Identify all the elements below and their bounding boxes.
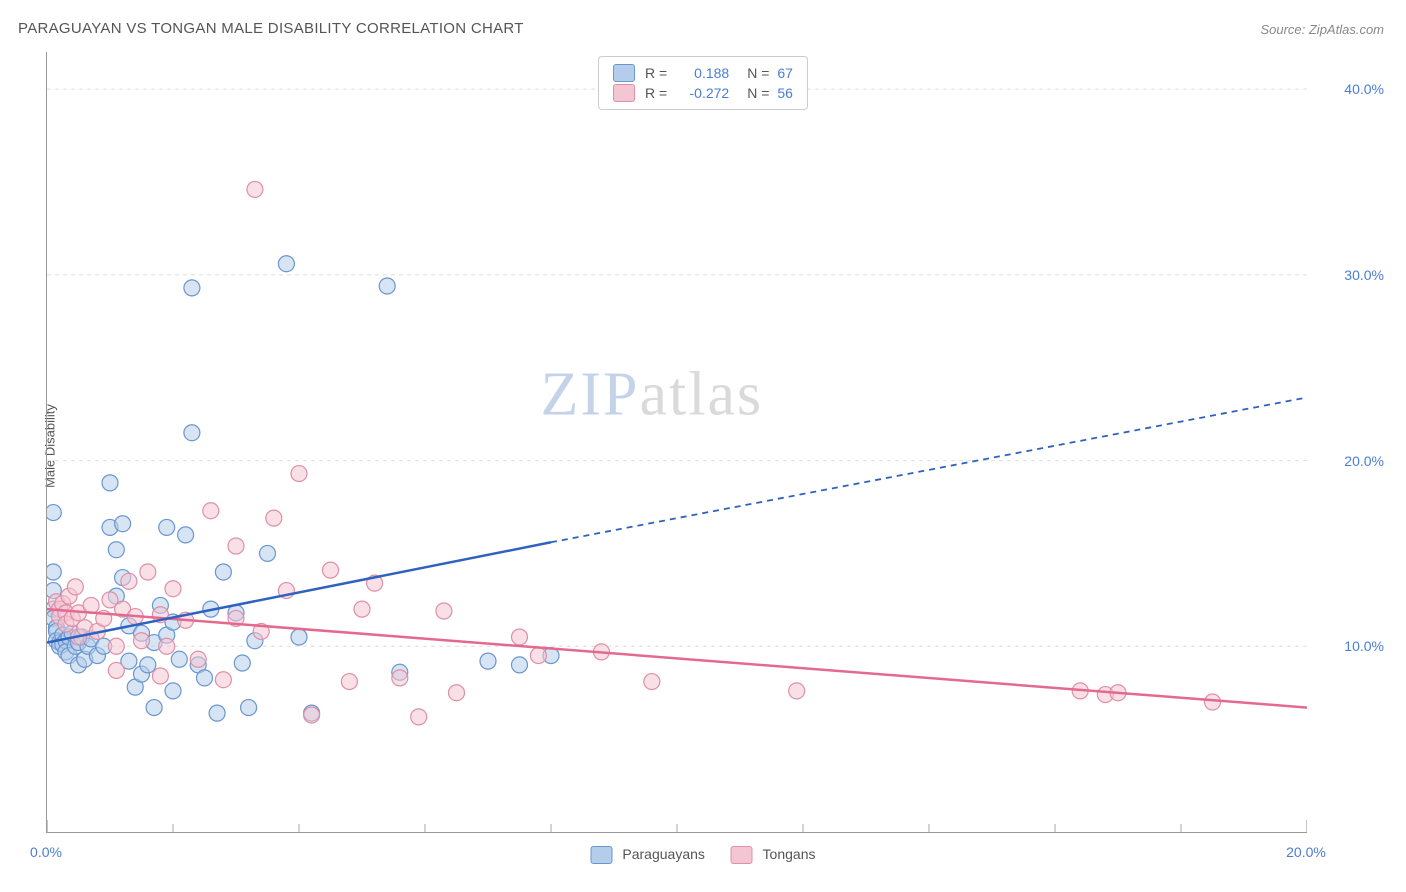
plot-area: ZIPatlas: [46, 52, 1307, 833]
legend-row-tongans: R = -0.272 N = 56: [613, 83, 793, 103]
y-tick-label: 20.0%: [1344, 453, 1384, 469]
legend-swatch-paraguayans: [613, 64, 635, 82]
n-label: N =: [747, 65, 769, 81]
bottom-legend: Paraguayans Tongans: [591, 846, 816, 864]
legend-item-paraguayans: Paraguayans: [591, 846, 705, 864]
y-tick-label: 10.0%: [1344, 638, 1384, 654]
legend-text-tongans: Tongans: [763, 846, 816, 862]
x-tick-label: 0.0%: [30, 844, 62, 860]
r-value-paraguayans: 0.188: [675, 65, 729, 81]
legend-item-tongans: Tongans: [731, 846, 816, 864]
r-label: R =: [645, 85, 667, 101]
source-label: Source: ZipAtlas.com: [1260, 22, 1384, 37]
correlation-legend: R = 0.188 N = 67 R = -0.272 N = 56: [598, 56, 808, 110]
x-tick-label: 20.0%: [1286, 844, 1326, 860]
legend-swatch-tongans-icon: [731, 846, 753, 864]
n-value-paraguayans: 67: [777, 65, 793, 81]
legend-text-paraguayans: Paraguayans: [622, 846, 705, 862]
chart-title: PARAGUAYAN VS TONGAN MALE DISABILITY COR…: [18, 20, 524, 37]
r-label: R =: [645, 65, 667, 81]
legend-row-paraguayans: R = 0.188 N = 67: [613, 63, 793, 83]
y-tick-label: 40.0%: [1344, 81, 1384, 97]
plot-svg: [47, 52, 1307, 832]
y-tick-label: 30.0%: [1344, 267, 1384, 283]
r-value-tongans: -0.272: [675, 85, 729, 101]
legend-swatch-tongans: [613, 84, 635, 102]
n-label: N =: [747, 85, 769, 101]
n-value-tongans: 56: [777, 85, 793, 101]
chart-container: PARAGUAYAN VS TONGAN MALE DISABILITY COR…: [0, 0, 1406, 892]
legend-swatch-paraguayans-icon: [591, 846, 613, 864]
